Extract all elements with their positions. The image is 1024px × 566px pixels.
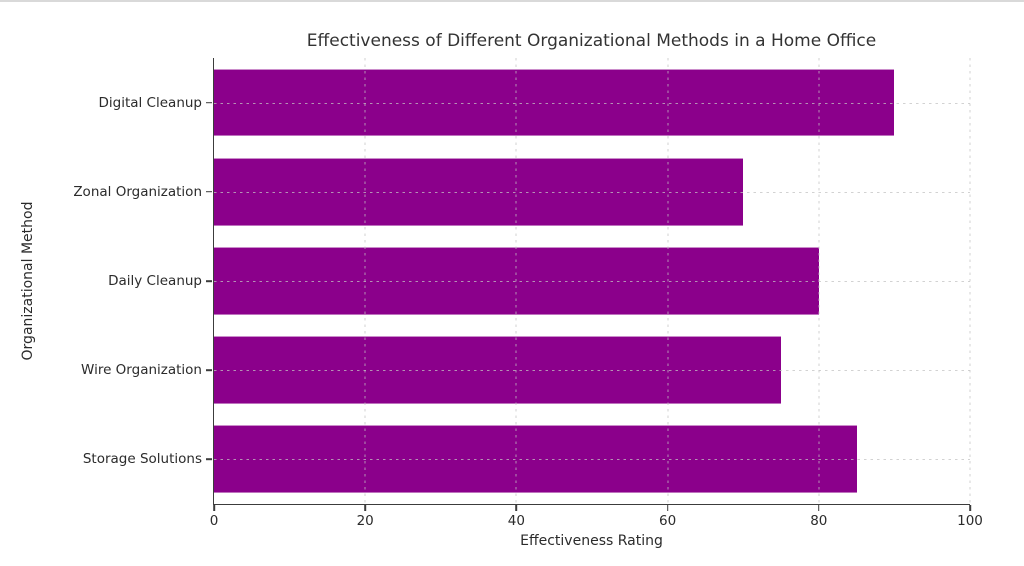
x-tick-mark	[969, 505, 971, 511]
bar-row: Daily Cleanup	[108, 236, 970, 325]
horizontal-gridline	[214, 102, 970, 104]
category-label: Storage Solutions	[82, 451, 202, 468]
y-tick-mark	[206, 101, 212, 104]
y-tick-mark	[206, 191, 212, 193]
category-label: Zonal Organization	[73, 183, 202, 200]
x-tick-mark	[515, 505, 518, 511]
plot-area: Digital Cleanup Zonal Organization Daily…	[73, 58, 983, 529]
category-label: Daily Cleanup	[108, 273, 202, 289]
y-tick-mark	[206, 458, 212, 461]
bar-row: Zonal Organization	[73, 147, 970, 236]
x-tick-mark	[213, 505, 215, 511]
horizontal-gridline	[214, 459, 970, 461]
x-tick-label: 60	[659, 513, 677, 529]
category-label: Wire Organization	[81, 362, 202, 379]
bar-rows: Digital Cleanup Zonal Organization Daily…	[73, 58, 970, 504]
x-tick-label: 80	[810, 513, 828, 529]
x-tick-label: 40	[507, 513, 525, 529]
bar-row: Storage Solutions	[83, 415, 970, 504]
x-tick-mark	[364, 505, 366, 511]
bar-row: Digital Cleanup	[98, 58, 970, 147]
y-tick-mark	[206, 280, 212, 282]
x-axis-label: Effectiveness Rating	[520, 533, 663, 549]
horizontal-gridline	[214, 370, 970, 372]
category-label: Digital Cleanup	[98, 94, 202, 111]
x-tick-label: 100	[957, 513, 983, 529]
x-tick-label: 20	[356, 513, 374, 529]
x-tick-label: 0	[209, 513, 219, 529]
bar-row: Wire Organization	[81, 326, 970, 415]
horizontal-gridline	[214, 281, 970, 282]
horizontal-gridline	[214, 191, 970, 193]
window-top-edge	[0, 0, 1024, 2]
chart-title: Effectiveness of Different Organizationa…	[306, 31, 877, 51]
y-tick-mark	[206, 369, 212, 371]
x-tick-mark	[666, 505, 669, 511]
y-axis-label: Organizational Method	[20, 201, 36, 361]
x-tick-mark	[818, 505, 820, 511]
vertical-gridline	[969, 58, 971, 504]
